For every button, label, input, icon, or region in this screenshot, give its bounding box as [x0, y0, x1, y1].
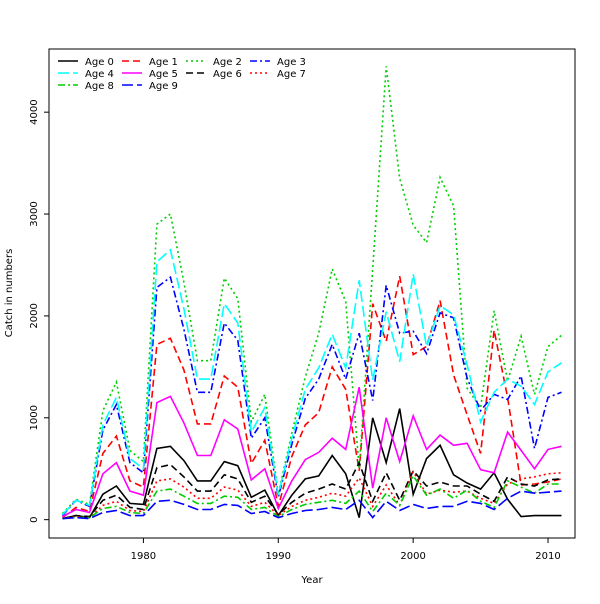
x-tick-label: 1990	[266, 551, 291, 562]
legend: Age 0 Age 1 Age 2 Age 3 Age 4 Age 5 Age 6 Age 7…	[58, 57, 306, 92]
legend-label: Age 4	[85, 69, 114, 80]
series-line-age-0	[62, 408, 562, 520]
y-tick-label: 3000	[29, 201, 40, 226]
series-line-age-3	[61, 275, 562, 517]
legend-label: Age 5	[149, 69, 178, 80]
y-axis-label: Catch in numbers	[4, 249, 15, 338]
legend-label: Age 8	[85, 81, 114, 92]
y-axis: 0 1000 2000 3000 4000	[29, 99, 49, 523]
series-line-age-5	[62, 387, 562, 518]
legend-label: Age 9	[149, 81, 178, 92]
x-tick-label: 1980	[131, 551, 156, 562]
y-tick-label: 1000	[29, 405, 40, 430]
series-line-age-4	[61, 248, 562, 516]
x-axis-label: Year	[300, 575, 323, 586]
plot-frame	[48, 48, 576, 539]
series-line-age-9	[62, 490, 562, 520]
x-tick-label: 2000	[400, 551, 425, 562]
legend-label: Age 1	[149, 57, 178, 68]
legend-label: Age 3	[277, 57, 306, 68]
y-tick-label: 0	[29, 516, 40, 522]
legend-label: Age 6	[213, 69, 242, 80]
series-line-age-7	[62, 470, 562, 520]
y-tick-label: 4000	[29, 99, 40, 124]
x-axis: 1980 1990 2000 2010	[131, 538, 561, 562]
series-line-age-6	[62, 460, 562, 520]
series-layer	[61, 66, 563, 520]
y-tick-label: 2000	[29, 303, 40, 328]
legend-label: Age 7	[277, 69, 306, 80]
legend-label: Age 0	[85, 57, 114, 68]
series-line-age-1	[62, 276, 562, 519]
x-tick-label: 2010	[535, 551, 560, 562]
legend-label: Age 2	[213, 57, 242, 68]
